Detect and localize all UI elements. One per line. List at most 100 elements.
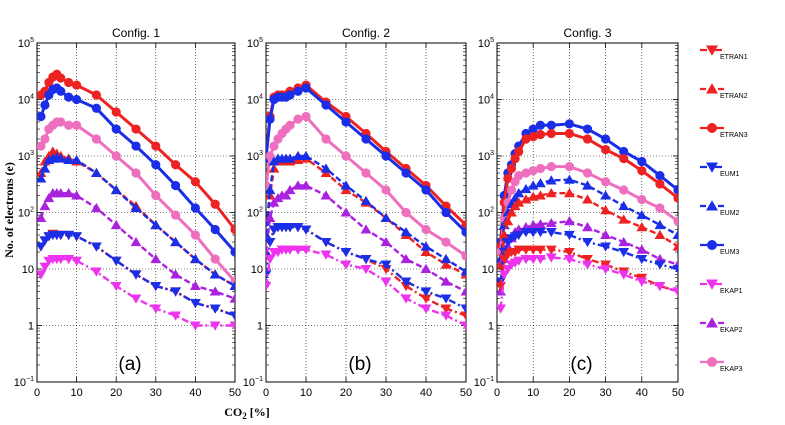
data-point-ekap1 (266, 255, 276, 265)
y-tick-exponent: −1 (26, 376, 34, 383)
series-eum2 (266, 150, 466, 276)
data-point-eum2 (654, 219, 666, 230)
data-point-eum2 (292, 150, 304, 161)
data-point-ekap3 (441, 237, 451, 247)
y-tick-exponent: 3 (30, 150, 34, 157)
data-point-ekap3 (64, 120, 74, 130)
data-point-etran3 (528, 132, 538, 142)
data-point-ekap2 (209, 286, 221, 296)
data-point-etran3 (503, 173, 513, 184)
series-eum1 (37, 230, 235, 321)
data-point-ekap2 (130, 236, 142, 247)
y-tick-exponent: 4 (259, 94, 263, 101)
legend-label: ETRAN3 (720, 132, 748, 139)
data-point-ekap3 (401, 207, 411, 218)
data-point-eum3 (266, 114, 275, 124)
data-point-ekap2 (400, 253, 412, 264)
data-point-eum1 (654, 260, 666, 270)
data-point-eum1 (320, 237, 332, 248)
data-point-ekap2 (170, 269, 181, 279)
data-point-ekap3 (381, 185, 391, 195)
data-point-ekap1 (513, 256, 525, 266)
data-point-ekap2 (110, 219, 122, 230)
panel-title: Config. 1 (112, 26, 160, 40)
data-point-eum1 (110, 256, 122, 266)
data-point-etran3 (171, 160, 181, 170)
data-point-etran3 (111, 107, 121, 117)
y-tick-exponent: 3 (259, 150, 263, 157)
series-etran2 (497, 188, 678, 269)
data-point-ekap1 (535, 255, 546, 265)
series-eum1 (266, 223, 466, 314)
legend-item-ekap1: EKAP1 (700, 279, 743, 295)
y-tick-exponent: 3 (490, 150, 494, 157)
x-tick-label: 40 (636, 387, 648, 399)
data-point-eum1 (420, 287, 432, 297)
legend-item-ekap2: EKAP2 (700, 317, 743, 334)
legend-item-etran1: ETRAN1 (700, 45, 748, 61)
data-point-eum1 (380, 260, 392, 270)
data-point-ekap2 (280, 190, 292, 200)
data-point-ekap3 (269, 141, 279, 151)
data-point-ekap1 (71, 256, 82, 266)
data-point-ekap1 (672, 287, 678, 297)
data-point-etran3 (210, 199, 220, 209)
data-point-etran3 (72, 80, 82, 90)
x-tick-label: 0 (494, 387, 500, 399)
panel-label: (c) (570, 354, 592, 375)
x-tick-label: 10 (70, 387, 82, 399)
data-point-ekap3 (655, 203, 665, 213)
data-point-etran2 (654, 229, 666, 240)
data-point-eum2 (266, 229, 272, 240)
y-tick-exponent: 2 (30, 207, 34, 214)
data-point-eum2 (266, 184, 276, 195)
data-point-ekap3 (321, 134, 331, 144)
data-point-eum3 (151, 160, 161, 170)
data-point-ekap1 (130, 294, 142, 304)
data-point-eum1 (37, 242, 47, 252)
data-point-ekap3 (40, 134, 50, 144)
data-point-etran1 (535, 245, 546, 255)
plot-area (266, 80, 466, 331)
data-point-eum3 (321, 100, 331, 110)
data-point-eum2 (37, 173, 47, 183)
data-point-eum3 (673, 185, 678, 195)
y-tick-label: 103 (247, 150, 263, 163)
series-ekap1 (37, 255, 235, 331)
y-tick-label: 10−1 (14, 376, 34, 389)
data-point-ekap2 (527, 219, 539, 230)
data-point-ekap2 (440, 276, 452, 286)
data-point-eum2 (535, 178, 546, 188)
data-point-ekap3 (601, 177, 611, 187)
data-point-eum2 (636, 209, 648, 220)
data-point-eum1 (63, 230, 75, 241)
data-point-ekap1 (600, 264, 611, 275)
data-point-eum2 (460, 266, 466, 276)
data-point-ekap1 (150, 304, 162, 314)
data-point-etran1 (497, 281, 507, 292)
data-point-ekap3 (546, 161, 556, 172)
data-point-eum3 (401, 168, 411, 178)
data-point-eum1 (266, 237, 276, 248)
x-tick-label: 20 (563, 387, 575, 399)
data-point-etran2 (520, 194, 532, 204)
data-point-ekap1 (527, 255, 539, 265)
data-point-eum2 (170, 236, 181, 247)
data-point-eum3 (619, 146, 629, 157)
data-point-eum1 (229, 311, 235, 321)
y-tick-label: 104 (18, 94, 34, 107)
data-point-eum3 (655, 170, 665, 181)
data-point-eum2 (527, 180, 539, 190)
data-point-eum3 (535, 120, 546, 130)
legend-item-eum2: EUM2 (700, 200, 740, 217)
data-point-etran2 (440, 259, 452, 269)
data-point-eum2 (440, 253, 452, 264)
data-point-etran3 (521, 134, 531, 144)
y-tick-exponent: 4 (30, 94, 34, 101)
data-point-ekap1 (292, 245, 304, 255)
data-point-eum2 (130, 202, 142, 213)
data-point-ekap3 (514, 170, 524, 181)
data-point-ekap1 (618, 270, 630, 280)
